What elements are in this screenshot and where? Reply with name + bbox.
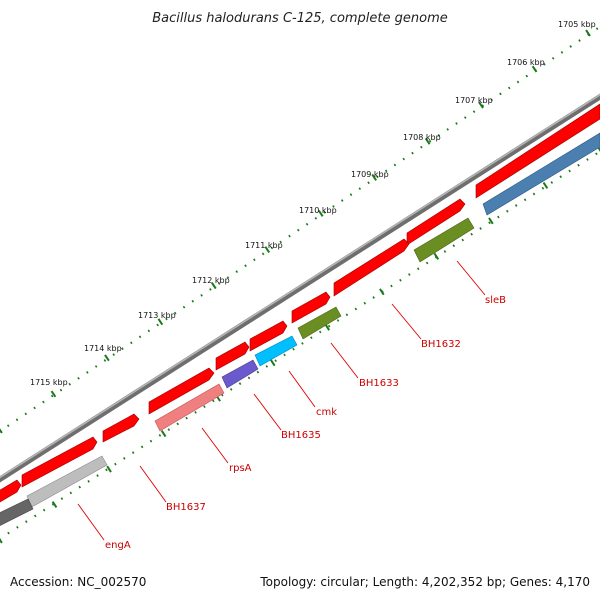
genome-backbone	[0, 93, 600, 483]
cds-arrow[interactable]	[215, 341, 250, 371]
leader-line	[253, 393, 282, 431]
tick-label: 1708 kbp	[403, 133, 441, 142]
tick-label: 1713 kbp	[138, 311, 176, 320]
outer-tick-ring	[0, 25, 600, 433]
cds-arrow[interactable]	[475, 103, 600, 199]
tick-label: 1710 kbp	[299, 206, 337, 215]
forward-strand-features	[0, 103, 600, 505]
gene-features	[0, 132, 600, 528]
major-tick	[264, 246, 271, 254]
cds-arrow[interactable]	[148, 367, 215, 415]
tick-label: 1715 kbp	[30, 378, 68, 387]
outer-major-ticks	[0, 29, 591, 434]
tick-label: 1706 kbp	[507, 58, 545, 67]
accession-text: Accession: NC_002570	[10, 575, 146, 589]
leader-line	[456, 260, 486, 296]
gene-rpsA[interactable]	[154, 383, 225, 432]
major-tick	[106, 465, 112, 473]
gene-label: BH1635	[281, 430, 321, 441]
cds-arrow[interactable]	[249, 320, 288, 352]
major-tick	[0, 538, 3, 544]
major-tick	[104, 354, 110, 362]
major-tick	[50, 390, 57, 398]
gene-BH1635[interactable]	[221, 359, 259, 389]
major-tick	[379, 288, 385, 296]
gene-label: sleB	[485, 295, 506, 306]
major-tick	[51, 501, 58, 509]
tick-label: 1705 kbp	[558, 20, 596, 29]
gene-label: rpsA	[229, 463, 252, 474]
gene-label: cmk	[316, 407, 337, 418]
gene-label: BH1632	[421, 339, 461, 350]
gene-sleB[interactable]	[482, 132, 600, 216]
cds-arrow[interactable]	[0, 479, 22, 505]
tick-label: 1712 kbp	[192, 276, 230, 285]
major-tick	[424, 137, 431, 145]
gene-engA[interactable]	[26, 455, 108, 508]
genome-backbone-highlight	[0, 93, 600, 479]
major-tick	[478, 101, 484, 109]
major-tick	[0, 428, 3, 434]
gene-cmk[interactable]	[254, 335, 298, 367]
tick-label: 1711 kbp	[245, 241, 283, 250]
cds-arrow[interactable]	[102, 413, 140, 443]
leader-line	[330, 342, 359, 379]
major-tick	[157, 318, 164, 326]
major-tick	[433, 252, 440, 260]
genome-summary-text: Topology: circular; Length: 4,202,352 bp…	[259, 575, 590, 589]
leader-line	[139, 465, 167, 503]
major-tick	[371, 173, 377, 181]
gene-label: BH1637	[166, 502, 206, 513]
cds-arrow[interactable]	[21, 436, 98, 488]
label-leader-lines	[77, 260, 486, 541]
major-tick	[211, 282, 217, 290]
major-tick	[531, 65, 538, 73]
tick-label: 1707 kbp	[455, 96, 493, 105]
major-tick	[317, 209, 324, 217]
major-tick	[269, 359, 276, 367]
gene-BH1632-green[interactable]	[413, 217, 475, 263]
leader-line	[391, 303, 422, 340]
gene-BH1633[interactable]	[297, 306, 342, 340]
cds-arrow[interactable]	[291, 291, 331, 324]
tick-label: 1714 kbp	[84, 344, 122, 353]
cds-arrow[interactable]	[333, 238, 410, 297]
major-tick	[160, 430, 167, 438]
gene-engA-dark[interactable]	[0, 498, 34, 528]
inner-tick-ring	[0, 150, 600, 540]
map-title: Bacillus halodurans C-125, complete geno…	[152, 11, 448, 26]
leader-line	[77, 503, 105, 541]
major-tick	[488, 217, 494, 225]
gene-label: BH1633	[359, 378, 399, 389]
leader-line	[201, 427, 229, 464]
major-tick	[542, 181, 549, 189]
major-tick	[585, 29, 591, 37]
tick-label: 1709 kbp	[351, 170, 389, 179]
gene-label: engA	[105, 540, 131, 551]
leader-line	[288, 370, 316, 408]
